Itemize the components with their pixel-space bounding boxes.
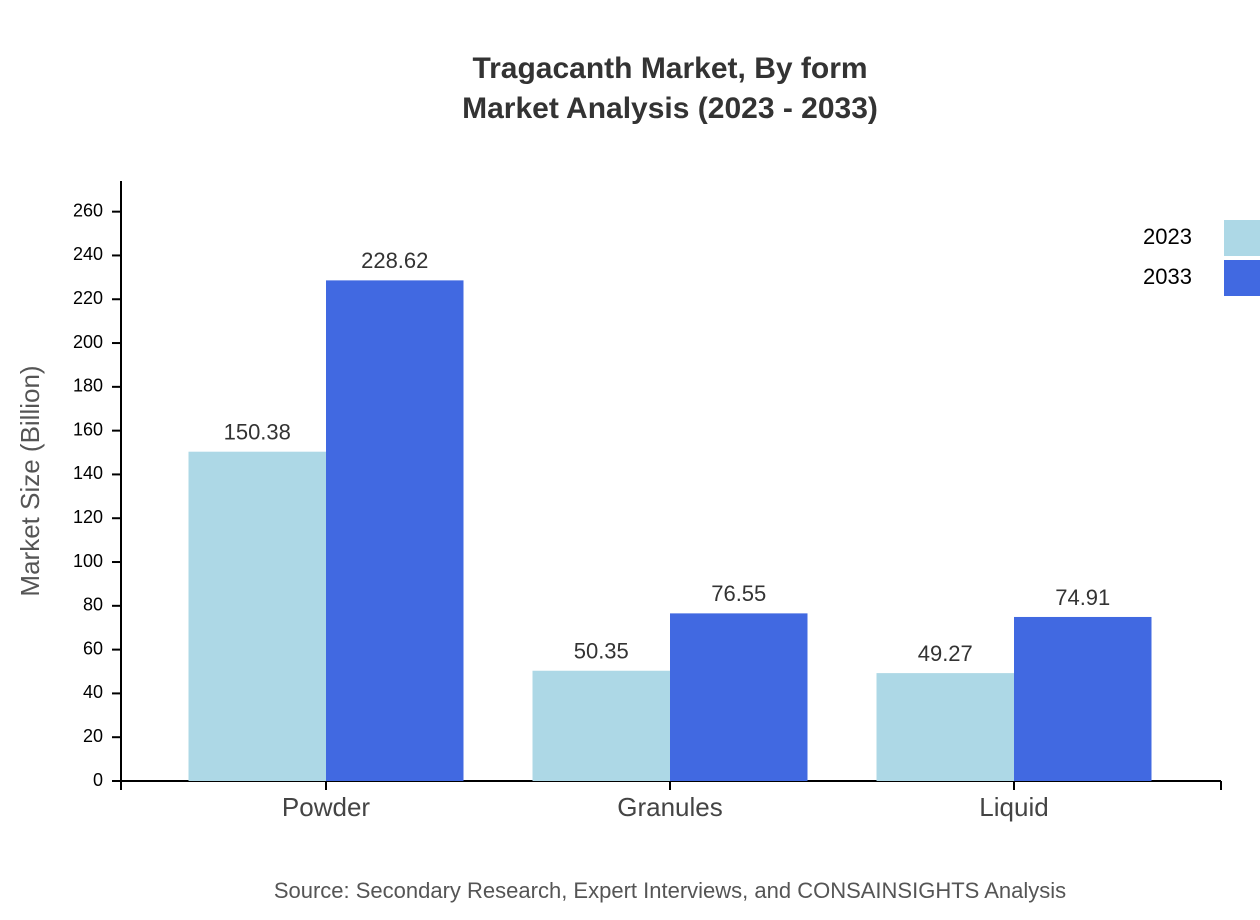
y-tick-label: 60 bbox=[83, 638, 103, 658]
chart-title: Tragacanth Market, By form bbox=[472, 52, 867, 85]
bar bbox=[188, 451, 326, 781]
value-label: 228.62 bbox=[361, 248, 428, 273]
chart-subtitle: Market Analysis (2023 - 2033) bbox=[462, 92, 878, 125]
y-tick-label: 80 bbox=[83, 595, 103, 615]
value-label: 150.38 bbox=[224, 420, 291, 445]
bar bbox=[670, 613, 808, 781]
y-axis-label: Market Size (Billion) bbox=[15, 365, 45, 596]
bar bbox=[876, 673, 1014, 781]
legend-label: 2033 bbox=[1143, 264, 1192, 289]
value-label: 49.27 bbox=[918, 641, 973, 666]
bar bbox=[326, 280, 464, 781]
value-label: 74.91 bbox=[1055, 585, 1110, 610]
y-tick-label: 120 bbox=[73, 507, 103, 527]
y-tick-label: 20 bbox=[83, 726, 103, 746]
x-tick-label: Powder bbox=[282, 792, 370, 822]
value-label: 50.35 bbox=[574, 639, 629, 664]
x-tick-label: Liquid bbox=[979, 792, 1048, 822]
y-tick-label: 0 bbox=[93, 770, 103, 790]
y-tick-label: 200 bbox=[73, 332, 103, 352]
source-note: Source: Secondary Research, Expert Inter… bbox=[274, 878, 1066, 903]
legend-label: 2023 bbox=[1143, 224, 1192, 249]
x-tick-label: Granules bbox=[617, 792, 723, 822]
y-tick-label: 260 bbox=[73, 200, 103, 220]
value-label: 76.55 bbox=[711, 581, 766, 606]
y-tick-label: 140 bbox=[73, 463, 103, 483]
y-tick-label: 40 bbox=[83, 682, 103, 702]
bar bbox=[1014, 616, 1152, 781]
bar bbox=[532, 670, 670, 781]
y-tick-label: 240 bbox=[73, 244, 103, 264]
y-tick-label: 220 bbox=[73, 288, 103, 308]
y-tick-label: 100 bbox=[73, 551, 103, 571]
y-tick-label: 160 bbox=[73, 419, 103, 439]
y-tick-label: 180 bbox=[73, 376, 103, 396]
legend-swatch bbox=[1224, 260, 1260, 296]
legend-swatch bbox=[1224, 220, 1260, 256]
